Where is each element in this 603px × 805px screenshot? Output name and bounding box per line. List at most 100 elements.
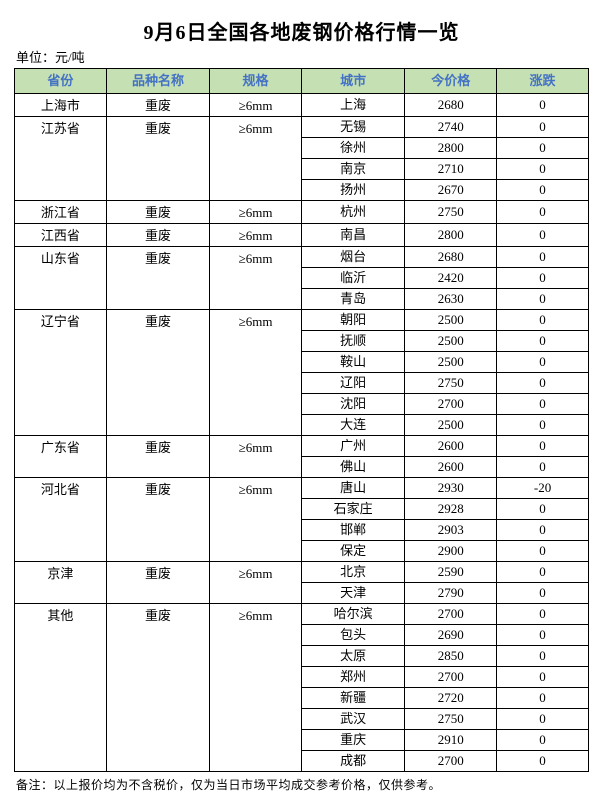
cell-spec: ≥6mm <box>210 436 302 478</box>
cell-province: 山东省 <box>15 247 107 310</box>
cell-city: 扬州 <box>301 180 404 201</box>
cell-change: 0 <box>497 583 589 604</box>
cell-price: 2500 <box>405 415 497 436</box>
cell-city: 太原 <box>301 646 404 667</box>
cell-city: 郑州 <box>301 667 404 688</box>
cell-price: 2500 <box>405 331 497 352</box>
cell-change: 0 <box>497 138 589 159</box>
cell-change: 0 <box>497 352 589 373</box>
cell-city: 上海 <box>301 94 404 117</box>
cell-change: 0 <box>497 625 589 646</box>
cell-change: 0 <box>497 520 589 541</box>
cell-city: 杭州 <box>301 201 404 224</box>
cell-price: 2928 <box>405 499 497 520</box>
cell-province: 广东省 <box>15 436 107 478</box>
cell-change: 0 <box>497 730 589 751</box>
cell-variety: 重废 <box>106 117 209 201</box>
cell-city: 无锡 <box>301 117 404 138</box>
cell-price: 2910 <box>405 730 497 751</box>
cell-price: 2700 <box>405 667 497 688</box>
price-table: 省份 品种名称 规格 城市 今价格 涨跌 上海市重废≥6mm上海26800江苏省… <box>14 68 589 772</box>
cell-city: 成都 <box>301 751 404 772</box>
table-row: 河北省重废≥6mm唐山2930-20 <box>15 478 589 499</box>
cell-province: 辽宁省 <box>15 310 107 436</box>
cell-city: 临沂 <box>301 268 404 289</box>
cell-variety: 重废 <box>106 201 209 224</box>
cell-change: 0 <box>497 180 589 201</box>
cell-price: 2600 <box>405 457 497 478</box>
cell-variety: 重废 <box>106 94 209 117</box>
cell-city: 沈阳 <box>301 394 404 415</box>
cell-city: 广州 <box>301 436 404 457</box>
cell-city: 辽阳 <box>301 373 404 394</box>
cell-spec: ≥6mm <box>210 224 302 247</box>
table-row: 山东省重废≥6mm烟台26800 <box>15 247 589 268</box>
cell-variety: 重废 <box>106 436 209 478</box>
cell-price: 2850 <box>405 646 497 667</box>
cell-city: 包头 <box>301 625 404 646</box>
col-variety: 品种名称 <box>106 69 209 94</box>
cell-city: 石家庄 <box>301 499 404 520</box>
cell-city: 哈尔滨 <box>301 604 404 625</box>
cell-change: 0 <box>497 436 589 457</box>
cell-change: 0 <box>497 394 589 415</box>
cell-price: 2700 <box>405 604 497 625</box>
table-row: 上海市重废≥6mm上海26800 <box>15 94 589 117</box>
cell-price: 2720 <box>405 688 497 709</box>
cell-variety: 重废 <box>106 310 209 436</box>
cell-price: 2670 <box>405 180 497 201</box>
cell-city: 北京 <box>301 562 404 583</box>
cell-spec: ≥6mm <box>210 478 302 562</box>
cell-city: 武汉 <box>301 709 404 730</box>
cell-change: 0 <box>497 117 589 138</box>
cell-price: 2590 <box>405 562 497 583</box>
cell-city: 保定 <box>301 541 404 562</box>
cell-change: 0 <box>497 457 589 478</box>
cell-price: 2750 <box>405 373 497 394</box>
table-header-row: 省份 品种名称 规格 城市 今价格 涨跌 <box>15 69 589 94</box>
cell-change: 0 <box>497 201 589 224</box>
cell-city: 朝阳 <box>301 310 404 331</box>
table-row: 其他重废≥6mm哈尔滨27000 <box>15 604 589 625</box>
cell-city: 徐州 <box>301 138 404 159</box>
cell-variety: 重废 <box>106 562 209 604</box>
table-row: 京津重废≥6mm北京25900 <box>15 562 589 583</box>
cell-spec: ≥6mm <box>210 94 302 117</box>
cell-change: 0 <box>497 331 589 352</box>
cell-spec: ≥6mm <box>210 201 302 224</box>
cell-price: 2700 <box>405 394 497 415</box>
col-province: 省份 <box>15 69 107 94</box>
cell-spec: ≥6mm <box>210 310 302 436</box>
cell-change: 0 <box>497 562 589 583</box>
table-row: 江苏省重废≥6mm无锡27400 <box>15 117 589 138</box>
cell-city: 鞍山 <box>301 352 404 373</box>
cell-province: 江西省 <box>15 224 107 247</box>
cell-price: 2710 <box>405 159 497 180</box>
cell-price: 2930 <box>405 478 497 499</box>
cell-change: 0 <box>497 373 589 394</box>
cell-city: 烟台 <box>301 247 404 268</box>
cell-city: 青岛 <box>301 289 404 310</box>
cell-variety: 重废 <box>106 478 209 562</box>
cell-price: 2680 <box>405 247 497 268</box>
cell-price: 2680 <box>405 94 497 117</box>
cell-change: -20 <box>497 478 589 499</box>
cell-change: 0 <box>497 224 589 247</box>
cell-change: 0 <box>497 310 589 331</box>
cell-change: 0 <box>497 604 589 625</box>
cell-price: 2790 <box>405 583 497 604</box>
col-city: 城市 <box>301 69 404 94</box>
col-price: 今价格 <box>405 69 497 94</box>
cell-city: 唐山 <box>301 478 404 499</box>
cell-spec: ≥6mm <box>210 247 302 310</box>
cell-city: 天津 <box>301 583 404 604</box>
cell-province: 河北省 <box>15 478 107 562</box>
table-body: 上海市重废≥6mm上海26800江苏省重废≥6mm无锡27400徐州28000南… <box>15 94 589 772</box>
cell-variety: 重废 <box>106 604 209 772</box>
cell-spec: ≥6mm <box>210 117 302 201</box>
cell-price: 2420 <box>405 268 497 289</box>
table-row: 浙江省重废≥6mm杭州27500 <box>15 201 589 224</box>
cell-city: 重庆 <box>301 730 404 751</box>
cell-price: 2500 <box>405 310 497 331</box>
cell-variety: 重废 <box>106 247 209 310</box>
